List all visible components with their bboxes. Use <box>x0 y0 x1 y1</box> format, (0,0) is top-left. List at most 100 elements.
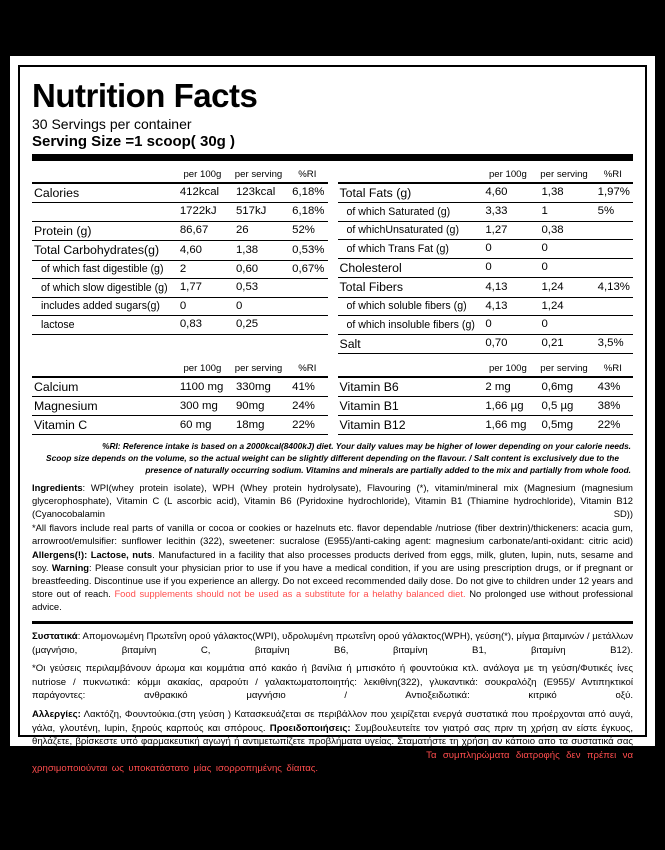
table-row: Calcium 1100 mg 330mg 41% <box>32 376 328 398</box>
cell-ri: 0,53% <box>286 240 328 261</box>
ingredients-paragraph: Ingredients: WPI(whey protein isolate), … <box>32 482 633 521</box>
ingredients-label: Ingredients <box>32 482 83 494</box>
language-divider <box>32 620 633 624</box>
cell-ri: 38% <box>591 396 633 417</box>
col-header-per-100g: per 100g <box>479 166 536 184</box>
col-header-blank <box>32 361 174 379</box>
cell-per-serving: 0,53 <box>229 278 287 298</box>
servings-per-container: 30 Servings per container <box>32 115 192 132</box>
col-header-blank <box>337 361 480 379</box>
table-row: lactose 0,83 0,25 <box>32 315 328 335</box>
cell-per-serving: 123kcal <box>229 182 287 204</box>
table-header-row: per 100g per serving %RI <box>32 166 328 184</box>
cell-per-serving: 517kJ <box>229 202 287 222</box>
ri-note-line-3: presence of naturally occurring sodium. … <box>145 465 631 476</box>
row-label: of which Trans Fat (g) <box>337 239 480 259</box>
greek-warning-tail-text: Το προϊόν αυτό δεν προορίζεται για την π… <box>32 763 633 788</box>
cell-per-serving: 0,5 µg <box>535 396 592 417</box>
greek-warning-red-text: Τα συμπληρώματα διατροφής δεν πρέπει να … <box>32 749 633 775</box>
col-header-per-100g: per 100g <box>173 361 230 379</box>
cell-per-100g: 86,67 <box>173 220 230 242</box>
col-header-per-serving: per serving <box>229 361 287 379</box>
ingredients-text: : WPI(whey protein isolate), WPH (Whey p… <box>32 482 633 520</box>
reference-intake-note: %RI: Reference intake is based on a 2000… <box>34 440 631 476</box>
cell-per-100g: 1,77 <box>173 278 230 298</box>
minerals-table-left-col: per 100g per serving %RI Calcium 1100 mg 3… <box>32 361 328 436</box>
table-header-row: per 100g per serving %RI <box>32 361 328 379</box>
col-header-per-serving: per serving <box>229 166 287 184</box>
table-row: Magnesium 300 mg 90mg 24% <box>32 396 328 417</box>
cell-ri: 0,67% <box>286 259 328 280</box>
row-label: of which Saturated (g) <box>337 202 480 222</box>
table-row: Vitamin B1 1,66 µg 0,5 µg 38% <box>337 396 633 417</box>
cell-ri: 6,18% <box>286 202 328 222</box>
col-header-ri: %RI <box>286 166 328 184</box>
minerals-table-right: per 100g per serving %RI Vitamin B6 2 mg 0… <box>337 361 633 436</box>
table-row: includes added sugars(g) 0 0 <box>32 296 328 317</box>
row-label: Vitamin B6 <box>337 376 480 398</box>
minerals-table-left: per 100g per serving %RI Calcium 1100 mg 3… <box>32 361 328 436</box>
cell-per-100g: 0 <box>173 296 230 317</box>
row-label: Cholesterol <box>337 257 480 279</box>
cell-ri: 3,5% <box>591 333 633 355</box>
cell-per-serving: 1,24 <box>535 277 592 298</box>
cell-ri <box>591 220 633 241</box>
row-label <box>32 202 174 222</box>
minerals-left-body: Calcium 1100 mg 330mg 41% Magnesium 300 mg 90m… <box>32 376 328 436</box>
cell-ri: 41% <box>286 376 328 398</box>
cell-per-serving: 0 <box>229 296 287 317</box>
table-row: 1722kJ 517kJ 6,18% <box>32 202 328 222</box>
table-row: Vitamin B6 2 mg 0,6mg 43% <box>337 376 633 398</box>
table-row: Vitamin B12 1,66 mg 0,5mg 22% <box>337 415 633 436</box>
table-row: of which Saturated (g) 3,33 1 5% <box>337 202 633 222</box>
page-title: Nutrition Facts <box>32 77 258 114</box>
cell-per-100g: 2 <box>173 259 230 280</box>
allergens-label: Allergens(!): Lactose, nuts <box>32 549 153 561</box>
row-label: includes added sugars(g) <box>32 296 174 317</box>
greek-flavors-paragraph: *Οι γεύσεις περιλαμβάνουν άρωμα και κομμ… <box>32 663 633 702</box>
cell-per-serving: 18mg <box>229 415 287 436</box>
table-row: Total Carbohydrates(g) 4,60 1,38 0,53% <box>32 240 328 261</box>
header-rule <box>32 153 633 161</box>
col-header-per-serving: per serving <box>535 361 592 379</box>
table-row: of which slow digestible (g) 1,77 0,53 <box>32 278 328 298</box>
allergens-text: . Manufactured in a facility that also p… <box>32 549 633 574</box>
cell-ri: 52% <box>286 220 328 242</box>
cell-ri: 22% <box>286 415 328 436</box>
cell-per-100g: 0 <box>479 315 536 335</box>
macros-table-left: per 100g per serving %RI Calories 412kcal… <box>32 166 328 335</box>
minerals-tables-row: per 100g per serving %RI Calcium 1100 mg 3… <box>32 361 633 436</box>
table-gap <box>32 354 633 361</box>
col-header-ri: %RI <box>591 166 633 184</box>
col-header-per-100g: per 100g <box>173 166 230 184</box>
cell-per-serving: 1 <box>535 202 592 222</box>
row-label: Total Fats (g) <box>337 182 480 204</box>
row-label: of which soluble fibers (g) <box>337 296 480 317</box>
table-row: of which insoluble fibers (g) 0 0 <box>337 315 633 335</box>
row-label: lactose <box>32 315 174 335</box>
cell-per-100g: 0 <box>479 257 536 279</box>
table-row: Vitamin C 60 mg 18mg 22% <box>32 415 328 436</box>
row-label: Vitamin B12 <box>337 415 480 436</box>
nutrition-label-frame: Nutrition Facts 30 Servings per containe… <box>18 65 647 788</box>
ri-note-line-2: Scoop size depends on the volume, so the… <box>46 453 619 464</box>
cell-per-serving: 0,6mg <box>535 376 592 398</box>
table-row: of which Trans Fat (g) 0 0 <box>337 239 633 259</box>
cell-ri: 24% <box>286 396 328 417</box>
cell-per-serving: 26 <box>229 220 287 242</box>
cell-ri <box>286 296 328 317</box>
table-header-row: per 100g per serving %RI <box>337 361 633 379</box>
greek-allergies-text: Λακτόζη, Φουντούκια.(στη γεύση ) Κατασκε… <box>32 708 633 734</box>
cell-ri: 4,13% <box>591 277 633 298</box>
col-header-per-100g: per 100g <box>479 361 536 379</box>
row-label: Magnesium <box>32 396 174 417</box>
table-row: Cholesterol 0 0 <box>337 257 633 279</box>
table-row: Salt 0,70 0,21 3,5% <box>337 333 633 355</box>
table-row: Calories 412kcal 123kcal 6,18% <box>32 182 328 204</box>
row-label: Vitamin B1 <box>337 396 480 417</box>
greek-warning-label: Προειδοποιήσεις: <box>269 722 351 734</box>
cell-per-serving: 0,5mg <box>535 415 592 436</box>
table-row: Protein (g) 86,67 26 52% <box>32 220 328 242</box>
cell-ri: 22% <box>591 415 633 436</box>
warning-label: Warning <box>51 562 90 574</box>
